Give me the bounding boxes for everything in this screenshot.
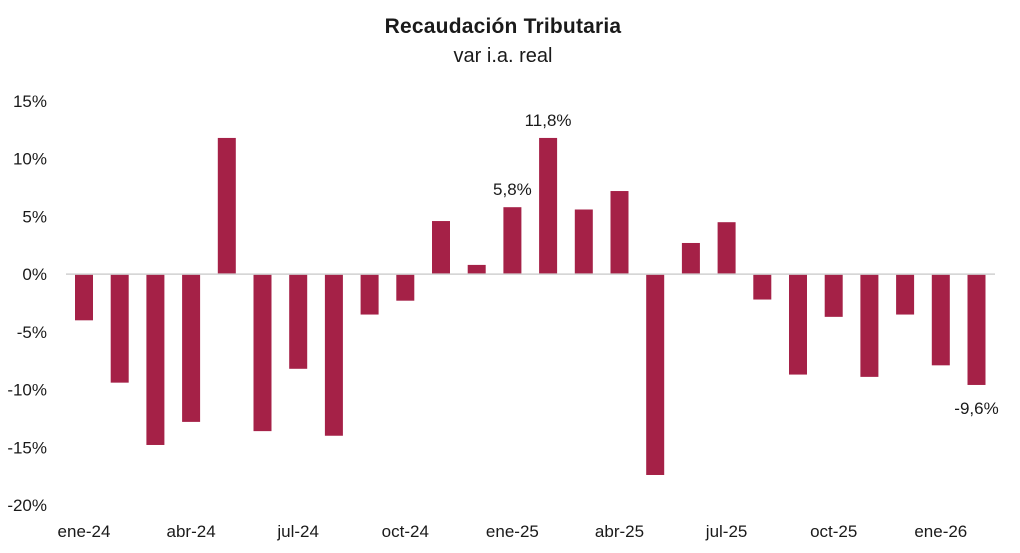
bar-jul-25 — [717, 222, 736, 275]
y-tick-label: -15% — [7, 438, 47, 457]
bar-ago-25 — [753, 274, 772, 300]
y-tick-label: 5% — [22, 207, 47, 226]
y-tick-label: -10% — [7, 381, 47, 400]
bar-ene-25 — [503, 207, 522, 275]
bar-feb-26 — [967, 274, 986, 385]
x-tick-label: ene-25 — [486, 522, 539, 541]
bar-nov-24 — [432, 221, 450, 275]
x-tick-label: oct-25 — [810, 522, 857, 541]
y-tick-label: 0% — [22, 265, 47, 284]
x-tick-label: abr-25 — [595, 522, 644, 541]
bar-jul-24 — [289, 274, 308, 369]
bar-ene-26 — [931, 274, 950, 366]
y-tick-label: -20% — [7, 496, 47, 515]
chart-subtitle: var i.a. real — [453, 45, 553, 67]
x-tick-label: jul-25 — [705, 522, 748, 541]
data-label: 11,8% — [525, 111, 572, 130]
data-label: 5,8% — [493, 180, 532, 199]
bar-oct-24 — [396, 274, 415, 301]
data-label: -9,6% — [954, 399, 998, 418]
bar-mar-25 — [574, 209, 593, 275]
y-tick-label: 10% — [13, 150, 47, 169]
bar-oct-25 — [824, 274, 843, 317]
bar-dic-24 — [467, 264, 486, 275]
bar-mar-24 — [146, 274, 165, 445]
bar-ago-24 — [324, 274, 343, 436]
bar-sep-25 — [789, 274, 807, 375]
bar-jun-24 — [253, 274, 272, 432]
bar-nov-25 — [860, 274, 879, 377]
chart-title: Recaudación Tributaria — [384, 15, 622, 38]
bar-feb-24 — [110, 274, 129, 383]
bar-may-24 — [217, 137, 236, 275]
y-tick-label: -5% — [17, 323, 47, 342]
bar-sep-24 — [360, 274, 379, 315]
x-tick-label: ene-26 — [914, 522, 967, 541]
bar-dic-25 — [896, 274, 915, 315]
bar-feb-25 — [539, 137, 558, 275]
bar-abr-25 — [610, 191, 629, 275]
y-tick-label: 15% — [13, 92, 47, 111]
bar-jun-25 — [681, 242, 700, 275]
bar-may-25 — [646, 274, 665, 475]
x-tick-label: abr-24 — [167, 522, 216, 541]
bar-abr-24 — [182, 274, 201, 422]
x-tick-label: oct-24 — [382, 522, 429, 541]
x-tick-label: jul-24 — [276, 522, 319, 541]
bar-ene-24 — [75, 274, 93, 321]
x-tick-label: ene-24 — [58, 522, 111, 541]
